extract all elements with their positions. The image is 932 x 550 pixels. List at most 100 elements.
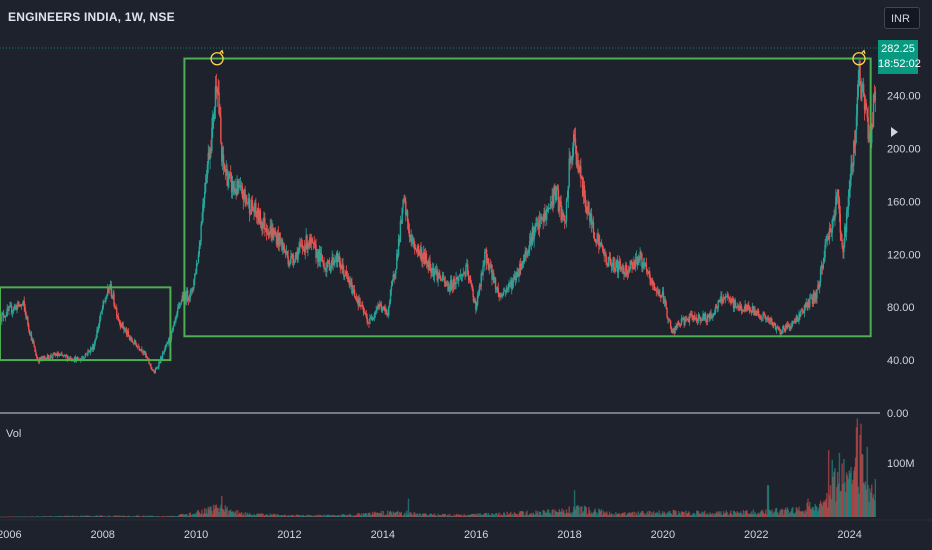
volume-bar [248, 512, 251, 517]
volume-bar [174, 516, 176, 517]
candle [652, 280, 655, 291]
candle [424, 247, 427, 265]
volume-bar [814, 503, 816, 517]
candle [785, 322, 788, 330]
volume-bar [708, 514, 710, 517]
candle [511, 277, 514, 291]
candle [582, 177, 585, 205]
volume-bar [692, 512, 694, 517]
candle [829, 224, 832, 233]
scroll-right-icon[interactable] [891, 127, 898, 137]
volume-bar [300, 515, 302, 517]
candle [724, 293, 727, 304]
candle [135, 342, 138, 348]
candle [56, 351, 59, 359]
candle [790, 325, 792, 331]
candle [206, 161, 209, 184]
candle [256, 207, 259, 225]
candle [736, 302, 738, 311]
volume-bar [826, 493, 828, 517]
candle [435, 263, 438, 276]
volume-bar [294, 515, 297, 517]
volume-bar [413, 512, 415, 517]
candle [406, 208, 409, 230]
candle [196, 263, 199, 267]
candle [670, 326, 673, 333]
candle [825, 236, 827, 249]
candle [800, 309, 802, 318]
volume-bar [188, 513, 191, 517]
volume-bar [834, 468, 836, 517]
volume-bar [167, 516, 169, 517]
symbol-title[interactable]: ENGINEERS INDIA, 1W, NSE [8, 10, 175, 24]
time-axis[interactable]: 2006 2008 2010 2012 2014 2016 2018 2020 2022 2024 [0, 529, 862, 541]
volume-bar [835, 501, 837, 517]
candle [121, 322, 123, 329]
peak-marker-icon[interactable] [210, 49, 224, 66]
volume-bar [123, 515, 125, 517]
candle [235, 189, 237, 200]
candle [447, 280, 449, 293]
volume-bar [506, 511, 508, 517]
candle [733, 298, 736, 312]
candle [389, 289, 392, 305]
volume-bar [544, 511, 546, 517]
candle [739, 301, 742, 310]
range-box[interactable] [183, 57, 872, 338]
volume-bar [667, 513, 669, 517]
candle [367, 319, 369, 324]
drawing-annotations[interactable] [0, 49, 872, 362]
candle [789, 322, 791, 332]
volume-bar [585, 507, 587, 517]
candle [734, 297, 736, 309]
candle [30, 330, 33, 341]
volume-bar [451, 515, 454, 517]
candle [106, 293, 108, 300]
volume-bar [390, 512, 393, 517]
volume-bar [89, 516, 92, 518]
currency-button[interactable]: INR [884, 7, 920, 29]
volume-bar [514, 513, 517, 517]
volume-bar [113, 515, 115, 517]
candle [32, 338, 34, 344]
candle [645, 257, 648, 275]
volume-bar [592, 512, 595, 517]
volume-bar [560, 511, 562, 517]
volume-bar [788, 513, 790, 517]
candle [556, 184, 559, 190]
volume-bar [298, 515, 300, 517]
candle [315, 238, 317, 264]
volume-bar [61, 515, 63, 517]
candle [104, 297, 106, 305]
volume-bar [446, 515, 448, 517]
volume-bar [141, 516, 143, 518]
candle [583, 180, 586, 204]
volume-bar [579, 514, 581, 517]
candle [745, 303, 747, 313]
volume-bar [840, 490, 842, 517]
volume-bar [38, 516, 41, 518]
candle [385, 306, 387, 315]
time-tick-label: 2012 [277, 529, 301, 541]
range-box[interactable] [0, 286, 172, 362]
volume-bar [658, 510, 660, 517]
candle [204, 174, 207, 194]
candle [575, 145, 578, 168]
volume-bar [608, 511, 611, 517]
volume-bar [291, 515, 294, 517]
volume-bar [774, 511, 776, 517]
volume-bar [362, 515, 364, 517]
peak-marker-icon[interactable] [852, 49, 866, 66]
candle [500, 292, 502, 301]
candle [376, 306, 378, 314]
candle [531, 222, 534, 246]
candle [709, 310, 711, 322]
volume-bar [836, 486, 838, 517]
volume-bar [1, 516, 3, 518]
candle [261, 221, 263, 237]
volume-bar [302, 515, 305, 517]
candle [322, 260, 324, 268]
candle [325, 262, 327, 277]
